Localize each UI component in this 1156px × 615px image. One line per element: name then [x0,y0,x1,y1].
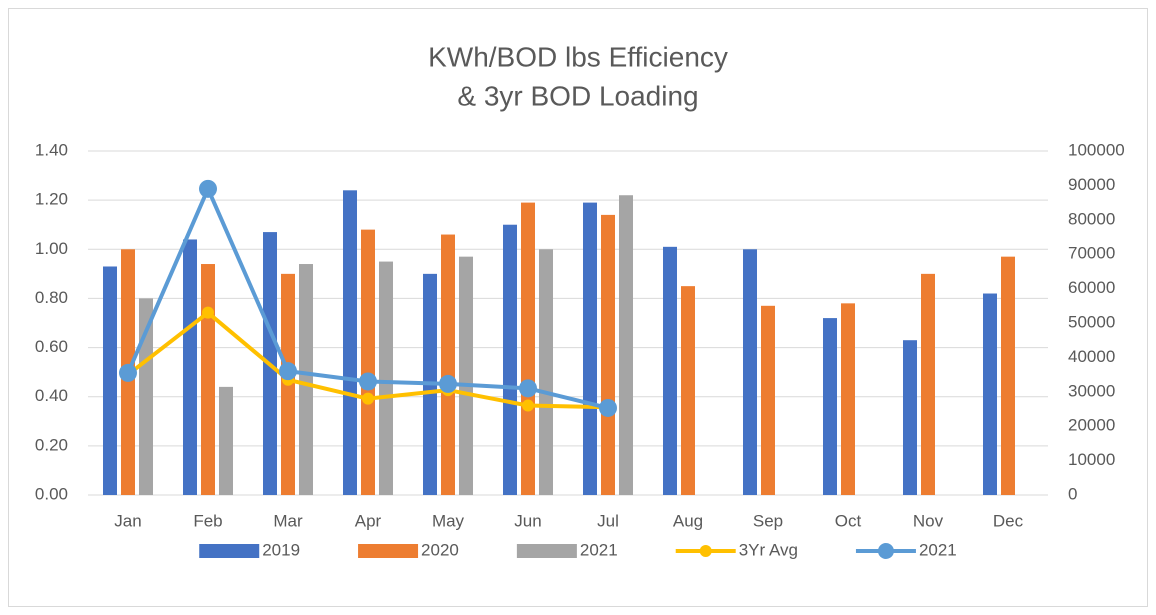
bar [743,249,757,495]
line-marker [362,392,374,405]
bar [201,264,215,495]
bar [841,303,855,495]
legend-swatch [358,544,419,558]
chart-border [8,8,1148,607]
x-tick-label: Apr [355,511,382,530]
legend-label: 3Yr Avg [739,540,798,559]
y2-tick-label: 20000 [1068,416,1115,435]
line-marker [359,372,377,391]
x-tick-label: May [432,511,465,530]
bar [521,202,535,495]
y2-tick-label: 90000 [1068,175,1115,194]
y2-tick-label: 80000 [1068,209,1115,228]
y-tick-label: 1.40 [35,140,68,159]
y2-tick-label: 30000 [1068,381,1115,400]
legend-swatch [516,544,577,558]
bar [539,249,553,495]
line-marker [119,363,137,382]
legend-label: 2019 [262,540,300,559]
x-tick-label: Jan [114,511,141,530]
y2-tick-label: 70000 [1068,244,1115,263]
x-tick-label: Jul [597,511,619,530]
line-marker [522,399,534,412]
line-marker [519,379,537,398]
x-tick-label: Feb [193,511,222,530]
bar [219,386,233,495]
legend-label: 2020 [421,540,459,559]
bar [823,318,837,495]
line-marker [439,374,457,393]
legend: 2019 2020 2021 3Yr Avg 2021 [199,540,957,559]
bar [583,202,597,495]
bar [601,214,615,495]
legend-swatch [199,544,260,558]
y2-tick-label: 0 [1068,484,1077,503]
bar [921,273,935,495]
y2-tick-label: 60000 [1068,278,1115,297]
line-marker [279,362,297,381]
x-tick-label: Oct [835,511,862,530]
y2-tick-label: 40000 [1068,347,1115,366]
x-tick-label: Aug [673,511,703,530]
line-marker [199,179,217,198]
line-marker [599,398,617,417]
bar [441,234,455,496]
bar [459,256,473,495]
bar [139,298,153,495]
y-tick-label: 0.40 [35,386,68,405]
legend-label: 2021 [919,540,957,559]
y-tick-label: 1.00 [35,239,68,258]
x-tick-label: Nov [913,511,944,530]
y-tick-label: 0.80 [35,288,68,307]
bar [1001,256,1015,495]
y-tick-label: 0.60 [35,337,68,356]
bar [379,261,393,495]
chart-title: KWh/BOD lbs Efficiency [428,41,728,72]
chart-title: & 3yr BOD Loading [457,80,698,111]
bar [343,190,357,496]
y-tick-label: 0.20 [35,435,68,454]
x-tick-label: Jun [514,511,541,530]
y-tick-label: 0.00 [35,484,68,503]
legend-swatch [699,545,712,557]
y2-tick-label: 50000 [1068,312,1115,331]
line-marker [202,306,214,319]
bar [903,340,917,495]
bar [761,305,775,495]
bar [983,293,997,495]
legend-label: 2021 [580,540,618,559]
bar [663,246,677,495]
bar [103,266,117,495]
legend-swatch [877,543,894,559]
y2-tick-label: 10000 [1068,450,1115,469]
x-tick-label: Dec [993,511,1024,530]
x-tick-label: Mar [273,511,303,530]
bar [183,239,197,495]
y2-tick-label: 100000 [1068,140,1125,159]
bar [681,286,695,495]
bar [299,264,313,495]
x-tick-label: Sep [753,511,783,530]
y-tick-label: 1.20 [35,190,68,209]
bar [503,224,517,495]
bar [619,195,633,495]
bar [361,229,375,495]
